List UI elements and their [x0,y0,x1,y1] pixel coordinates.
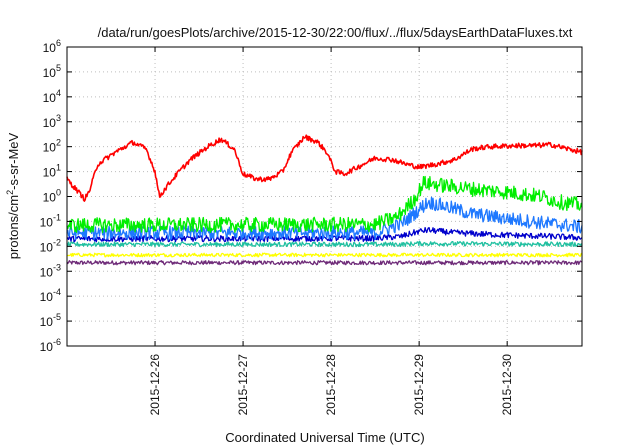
y-tick-label: 10-1 [40,212,61,229]
y-tick-label: 101 [43,163,61,180]
y-tick-base: 10 [40,340,54,354]
y-tick-exponent: -4 [53,287,61,297]
y-tick-label: 105 [43,63,61,80]
y-tick-base: 10 [43,191,57,205]
y-tick-exponent: 0 [56,188,61,198]
y-tick-label: 106 [43,38,61,55]
y-tick-base: 10 [43,141,57,155]
series-line [66,240,583,248]
y-tick-base: 10 [43,116,57,130]
y-tick-base: 10 [40,290,54,304]
y-tick-label: 10-6 [40,337,61,354]
y-tick-base: 10 [43,166,57,180]
y-tick-base: 10 [40,315,54,329]
grid-lines [67,47,582,346]
y-tick-base: 10 [43,66,57,80]
y-tick-exponent: 3 [56,113,61,123]
series-line [66,175,583,234]
series-line [66,260,583,266]
y-axis-label-sup: 2 [5,190,15,195]
x-tick-label: 2015-12-28 [324,354,338,416]
y-tick-exponent: 1 [56,163,61,173]
y-tick-label: 10-5 [40,312,61,329]
y-tick-base: 10 [40,240,54,254]
y-tick-exponent: 4 [56,88,61,98]
data-series [66,134,583,266]
x-tick-label: 2015-12-27 [236,354,250,416]
y-tick-label: 10-3 [40,262,61,279]
y-tick-exponent: -3 [53,262,61,272]
y-tick-exponent: -5 [53,312,61,322]
y-tick-exponent: -2 [53,237,61,247]
y-tick-base: 10 [40,265,54,279]
y-tick-exponent: 6 [56,38,61,48]
plot-area [66,46,583,347]
y-tick-label: 10-2 [40,237,61,254]
series-line [66,226,583,243]
y-tick-exponent: 5 [56,63,61,73]
y-tick-exponent: -6 [53,337,61,347]
y-axis-label: protons/cm2-s-sr-MeV [5,132,21,259]
series-line [66,134,583,202]
x-tick-label: 2015-12-29 [412,354,426,416]
x-tick-label: 2015-12-26 [148,354,162,416]
y-tick-label: 100 [43,188,61,205]
y-tick-base: 10 [43,41,57,55]
y-tick-base: 10 [43,91,57,105]
y-tick-label: 104 [43,88,61,105]
chart-title: /data/run/goesPlots/archive/2015-12-30/2… [98,25,573,40]
y-tick-exponent: 2 [56,138,61,148]
y-tick-base: 10 [40,215,54,229]
axis-ticks: 10-610-510-410-310-210-11001011021031041… [40,38,582,415]
y-tick-label: 10-4 [40,287,61,304]
y-tick-label: 103 [43,113,61,130]
series-line [66,252,583,258]
y-axis-label-rest: -s-sr-MeV [6,132,21,189]
y-tick-label: 102 [43,138,61,155]
y-tick-exponent: -1 [53,212,61,222]
x-tick-label: 2015-12-30 [500,354,514,416]
y-axis-label-unit: protons/cm [6,195,21,259]
x-axis-label: Coordinated Universal Time (UTC) [225,430,424,445]
